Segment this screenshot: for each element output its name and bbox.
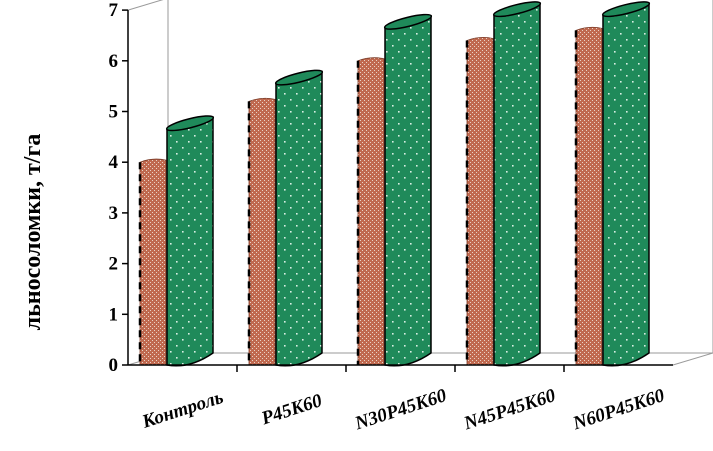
bar-series-1 bbox=[466, 36, 494, 366]
bar-series-1 bbox=[357, 57, 385, 366]
x-category-label: N60P45K60 bbox=[569, 385, 667, 435]
top-depth-edge bbox=[127, 0, 164, 11]
bar-series-2 bbox=[493, 2, 541, 367]
y-tick-label: 5 bbox=[109, 102, 119, 123]
bar-series-1 bbox=[248, 97, 276, 366]
bars-group bbox=[138, 1, 651, 367]
bar-series-1 bbox=[139, 158, 167, 366]
bar-series-1 bbox=[575, 26, 603, 366]
y-tick-label: 6 bbox=[109, 51, 119, 72]
x-category-label: N45P45K60 bbox=[460, 385, 558, 435]
x-category-label: P45K60 bbox=[258, 390, 325, 430]
bar-series-2-cap bbox=[274, 69, 324, 86]
y-tick-label: 4 bbox=[109, 152, 119, 173]
bar-series-2 bbox=[166, 116, 214, 367]
y-tick-label: 2 bbox=[109, 254, 119, 275]
bar-series-2-cap bbox=[492, 1, 542, 18]
bar-series-2 bbox=[275, 70, 323, 367]
y-axis-title: льносоломки, т/га bbox=[20, 134, 46, 331]
bar-series-2 bbox=[384, 14, 432, 367]
x-category-label: N30P45K60 bbox=[351, 385, 449, 435]
bar-series-2-cap bbox=[383, 13, 433, 30]
bar-series-2 bbox=[602, 2, 650, 367]
y-tick-label: 0 bbox=[109, 355, 119, 376]
y-tick-label: 1 bbox=[109, 304, 119, 325]
y-tick-label: 7 bbox=[109, 0, 119, 21]
bar-series-2-cap bbox=[165, 115, 215, 132]
bar-series-2-cap bbox=[601, 1, 651, 18]
x-category-label: Контроль bbox=[139, 387, 227, 433]
y-tick-label: 3 bbox=[109, 203, 119, 224]
